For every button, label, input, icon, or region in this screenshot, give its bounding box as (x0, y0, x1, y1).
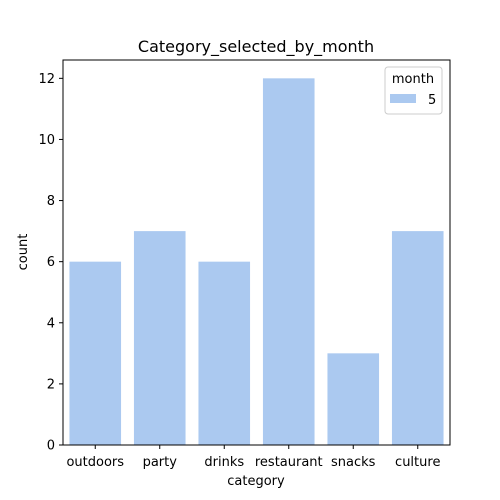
y-tick-label: 4 (47, 316, 55, 331)
bar-drinks (198, 261, 251, 445)
x-tick-label: snacks (331, 455, 376, 470)
x-tick-label: drinks (204, 455, 244, 470)
legend-title: month (392, 72, 434, 87)
legend-swatch (390, 94, 416, 103)
y-axis-ticks: 0 2 4 6 8 10 12 (38, 72, 63, 454)
y-tick-label: 10 (38, 133, 55, 148)
x-tick-label: culture (395, 455, 440, 470)
x-axis-ticks: outdoors party drinks restaurant snacks cultu… (66, 445, 440, 470)
x-tick-label: restaurant (255, 455, 323, 470)
y-tick-label: 8 (47, 194, 55, 209)
plot-frame (62, 59, 451, 446)
bar-restaurant (262, 78, 315, 445)
y-tick-label: 6 (47, 255, 55, 270)
bar-snacks (327, 353, 380, 445)
bar-party (133, 231, 186, 445)
y-axis-label: count (16, 234, 31, 271)
bars-group (69, 78, 444, 445)
legend: month 5 (384, 66, 443, 115)
x-tick-label: outdoors (66, 455, 124, 470)
y-tick-label: 2 (47, 377, 55, 392)
legend-entry-label: 5 (428, 93, 436, 108)
x-tick-label: party (143, 455, 178, 470)
bar-culture (391, 231, 444, 445)
y-tick-label: 0 (47, 439, 55, 454)
bar-outdoors (69, 261, 122, 445)
x-axis-label: category (227, 474, 285, 489)
chart-title: Category_selected_by_month (138, 37, 374, 57)
y-tick-label: 12 (38, 72, 55, 87)
